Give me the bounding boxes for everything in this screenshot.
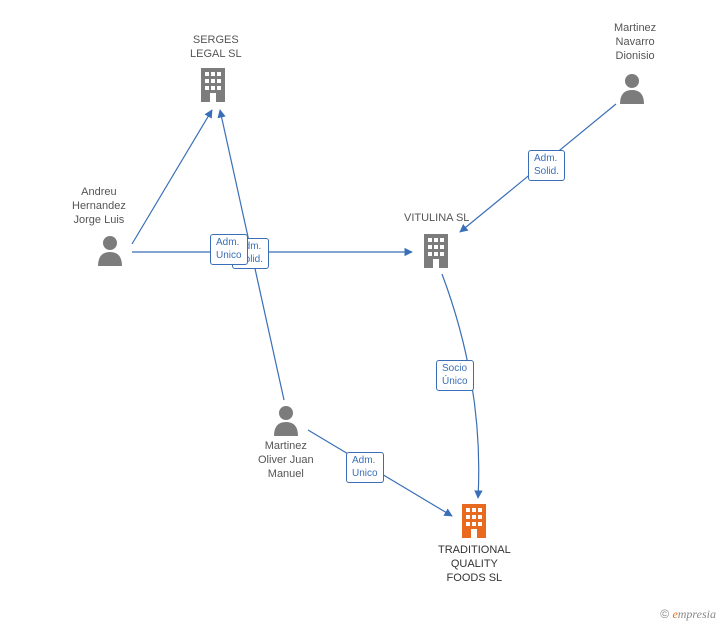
node-label: Martinez Navarro Dionisio [614,22,656,63]
node-label: SERGES LEGAL SL [190,34,242,62]
building-icon [201,68,225,102]
edge-label: Adm. Unico [210,234,248,265]
diagram-svg [0,0,728,630]
copyright-symbol: © [660,607,669,621]
brand-rest: mpresia [678,607,716,621]
edge-label: Adm. Solid. [528,150,565,181]
node-label: Martinez Oliver Juan Manuel [258,440,314,481]
copyright: © empresia [660,607,716,622]
node-label: TRADITIONAL QUALITY FOODS SL [438,544,511,585]
person-icon [98,236,122,266]
person-icon [274,406,298,436]
edge [132,110,212,244]
building-icon [424,234,448,268]
edge-label: Adm. Unico [346,452,384,483]
node-label: Andreu Hernandez Jorge Luis [72,186,126,227]
person-icon [620,74,644,104]
building-icon [462,504,486,538]
node-label: VITULINA SL [404,212,469,226]
edge-label: Socio Único [436,360,474,391]
